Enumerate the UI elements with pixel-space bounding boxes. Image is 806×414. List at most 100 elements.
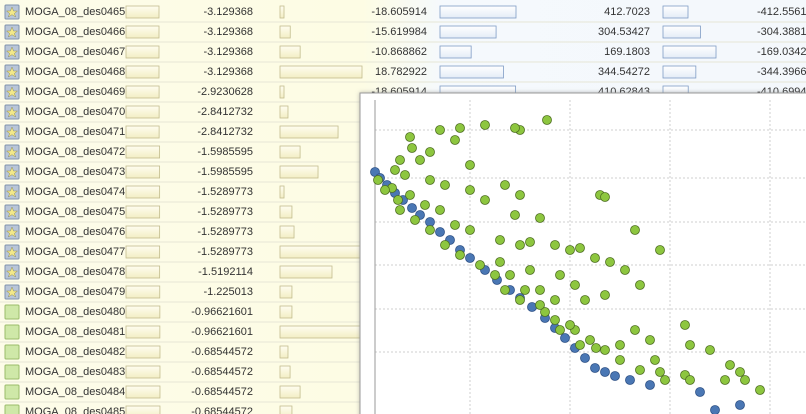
scatter-point [680,320,690,330]
row-name: MOGA_08_des0469 [25,86,125,98]
value-text: -1.5985595 [197,146,253,158]
scatter-point [420,200,430,210]
scatter-point [660,375,670,385]
value-bar [279,5,285,19]
value-bar [279,125,339,139]
scatter-point [515,295,525,305]
scatter-point [535,300,545,310]
scatter-point [585,335,595,345]
row-icon [4,344,20,360]
value-text: -1.5192114 [198,266,253,278]
scatter-point [685,375,695,385]
scatter-point [435,227,445,237]
row-name: MOGA_08_des0477 [25,246,125,258]
scatter-point [565,245,575,255]
scatter-point [405,132,415,142]
value-bar [279,365,291,379]
row-name: MOGA_08_des0470 [25,106,125,118]
scatter-point [685,340,695,350]
value-text: -0.68544572 [191,346,253,358]
value-text: -10.868862 [371,46,427,58]
scatter-point [565,320,575,330]
scatter-point [410,215,420,225]
value-bar [125,125,160,139]
scatter-point [575,243,585,253]
value-bar [125,385,161,399]
scatter-point [695,387,705,397]
row-name: MOGA_08_des0467 [25,46,125,58]
value-text: -1.5289773 [197,246,253,258]
scatter-point [490,270,500,280]
scatter-point [510,123,520,133]
scatter-point [610,371,620,381]
scatter-point [455,123,465,133]
scatter-point [650,355,660,365]
scatter-point [480,120,490,130]
value-text: -15.619984 [371,26,427,38]
scatter-point [635,365,645,375]
scatter-point [380,185,390,195]
scatter-point [580,353,590,363]
scatter-point [720,375,730,385]
scatter-point [440,180,450,190]
scatter-point [465,225,475,235]
row-name: MOGA_08_des0479 [25,286,125,298]
scatter-point [555,325,565,335]
scatter-point [390,165,400,175]
scatter-point [407,203,417,213]
value-bar [279,405,293,414]
scatter-point [395,155,405,165]
scatter-point [705,345,715,355]
row-icon-star [5,246,19,258]
scatter-point [542,115,552,125]
scatter-point [520,285,530,295]
row-icon [4,304,20,320]
value-text: -1.5985595 [197,166,253,178]
scatter-point [735,367,745,377]
value-bar [125,265,161,279]
row-name: MOGA_08_des0473 [25,166,125,178]
plot-panel [359,92,806,414]
row-name: MOGA_08_des0472 [25,146,125,158]
row-icon-star [5,66,19,78]
scatter-point [525,237,535,247]
value-bar [125,285,161,299]
value-bar [279,205,293,219]
scatter-point [500,285,510,295]
scatter-point [620,265,630,275]
row-icon-star [5,206,19,218]
row-icon [4,364,20,380]
row-name: MOGA_08_des0484 [25,386,125,398]
value-bar [279,185,285,199]
row-name: MOGA_08_des0466 [25,26,125,38]
value-text: -2.9230628 [197,86,253,98]
value-text: -0.96621601 [191,326,253,338]
row-icon [4,404,20,414]
plot-area [370,100,806,414]
value-text: -344.3966 [757,66,806,78]
value-bar [125,65,160,79]
value-bar [279,65,363,79]
scatter-point [425,225,435,235]
scatter-point [515,190,525,200]
value-bar [125,45,160,59]
row-icon-star [5,146,19,158]
scatter-point [550,240,560,250]
value-text: 18.782922 [375,66,427,78]
scatter-point [455,250,465,260]
scatter-point [655,245,665,255]
scatter-point [655,367,665,377]
value-text: -0.96621601 [191,306,253,318]
value-bar [125,205,161,219]
scatter-point [630,225,640,235]
value-bar [125,245,161,259]
scatter-point [725,360,735,370]
row-icon-star [5,86,19,98]
scatter-point [405,190,415,200]
scatter-point [560,333,570,343]
scatter-point [395,205,405,215]
value-text: -1.5289773 [197,226,253,238]
scatter-point [525,265,535,275]
scatter-point [515,240,525,250]
value-text: -1.5289773 [197,186,253,198]
